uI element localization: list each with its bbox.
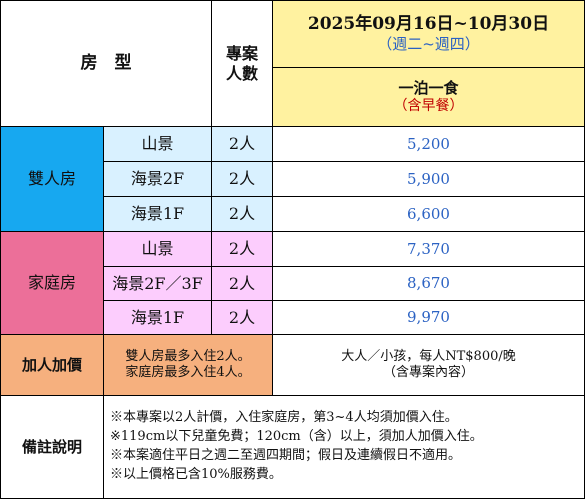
- remark-line: ※119cm以下兒童免費；120cm（含）以上，須加人加價入住。: [110, 429, 483, 445]
- group-family-room-label: 家庭房: [27, 273, 76, 292]
- price-value: 7,370: [407, 239, 450, 258]
- plan-count-header: 專案 人數: [211, 0, 273, 127]
- remarks-label: 備註說明: [21, 437, 82, 456]
- room-type-header: 房 型: [0, 0, 212, 127]
- people-cell: 2人: [211, 196, 273, 232]
- date-range: 2025年09月16日~10月30日: [307, 14, 550, 34]
- remark-line: ※本案適住平日之週二至週四期間；假日及連續假日不適用。: [110, 448, 462, 463]
- view-cell: 海景1F: [103, 196, 212, 232]
- extra-person-price: 大人／小孩，每人NT$800/晚 （含專案內容）: [272, 334, 585, 396]
- remark-line: ※以上價格已含10%服務費。: [110, 466, 282, 482]
- price-cell: 5,900: [272, 161, 585, 197]
- plan-count-header-line2: 人數: [225, 63, 258, 83]
- price-cell: 8,670: [272, 266, 585, 301]
- price-value: 5,200: [407, 134, 450, 153]
- view-cell: 山景: [103, 231, 212, 267]
- view-label: 海景1F: [130, 204, 185, 223]
- meal-note: （含早餐）: [393, 97, 464, 114]
- remarks-notes: ※本專案以2人計價，入住家庭房，第3~4人均須加價入住。 ※119cm以下兒童免…: [103, 395, 585, 499]
- extra-person-label: 加人加價: [21, 355, 82, 374]
- meal-plan-header: 一泊一食 （含早餐）: [272, 67, 585, 127]
- extra-rule-line: 家庭房最多入住4人。: [125, 365, 251, 380]
- price-value: 8,670: [407, 274, 450, 293]
- people-cell: 2人: [211, 266, 273, 301]
- price-cell: 6,600: [272, 196, 585, 232]
- people-cell: 2人: [211, 231, 273, 267]
- people-cell: 2人: [211, 300, 273, 335]
- extra-person-rules: 雙人房最多入住2人。 家庭房最多入住4人。: [103, 334, 273, 396]
- people-cell: 2人: [211, 126, 273, 162]
- group-double-room: 雙人房: [0, 126, 104, 232]
- view-label: 海景2F／3F: [112, 273, 203, 293]
- remark-line: ※本專案以2人計價，入住家庭房，第3~4人均須加價入住。: [110, 410, 458, 426]
- view-label: 山景: [141, 239, 174, 258]
- view-cell: 山景: [103, 126, 212, 162]
- people-label: 2人: [228, 204, 256, 223]
- price-cell: 7,370: [272, 231, 585, 267]
- extra-price-line: （含專案內容）: [382, 365, 474, 380]
- people-cell: 2人: [211, 161, 273, 197]
- room-type-header-label: 房 型: [80, 52, 132, 73]
- price-value: 9,970: [407, 308, 450, 327]
- plan-count-header-line1: 專案: [225, 43, 258, 63]
- view-label: 海景2F: [130, 169, 185, 188]
- people-label: 2人: [228, 169, 256, 188]
- view-cell: 海景1F: [103, 300, 212, 335]
- price-value: 6,600: [407, 204, 450, 223]
- extra-person-label-cell: 加人加價: [0, 334, 104, 396]
- remarks-label-cell: 備註說明: [0, 395, 104, 499]
- people-label: 2人: [228, 239, 256, 258]
- extra-price-line: 大人／小孩，每人NT$800/晚: [341, 348, 516, 364]
- view-cell: 海景2F: [103, 161, 212, 197]
- view-label: 海景1F: [130, 307, 185, 327]
- price-cell: 9,970: [272, 300, 585, 335]
- group-family-room: 家庭房: [0, 231, 104, 335]
- view-cell: 海景2F／3F: [103, 266, 212, 301]
- meal-plan: 一泊一食: [398, 78, 459, 97]
- extra-rule-line: 雙人房最多入住2人。: [125, 348, 251, 364]
- view-label: 山景: [141, 134, 174, 153]
- weekday-range: （週二~週四）: [377, 35, 480, 54]
- price-value: 5,900: [407, 169, 450, 188]
- people-label: 2人: [228, 307, 256, 327]
- people-label: 2人: [228, 134, 256, 153]
- date-range-header: 2025年09月16日~10月30日 （週二~週四）: [272, 0, 585, 68]
- group-double-room-label: 雙人房: [27, 169, 76, 188]
- price-cell: 5,200: [272, 126, 585, 162]
- people-label: 2人: [228, 273, 256, 293]
